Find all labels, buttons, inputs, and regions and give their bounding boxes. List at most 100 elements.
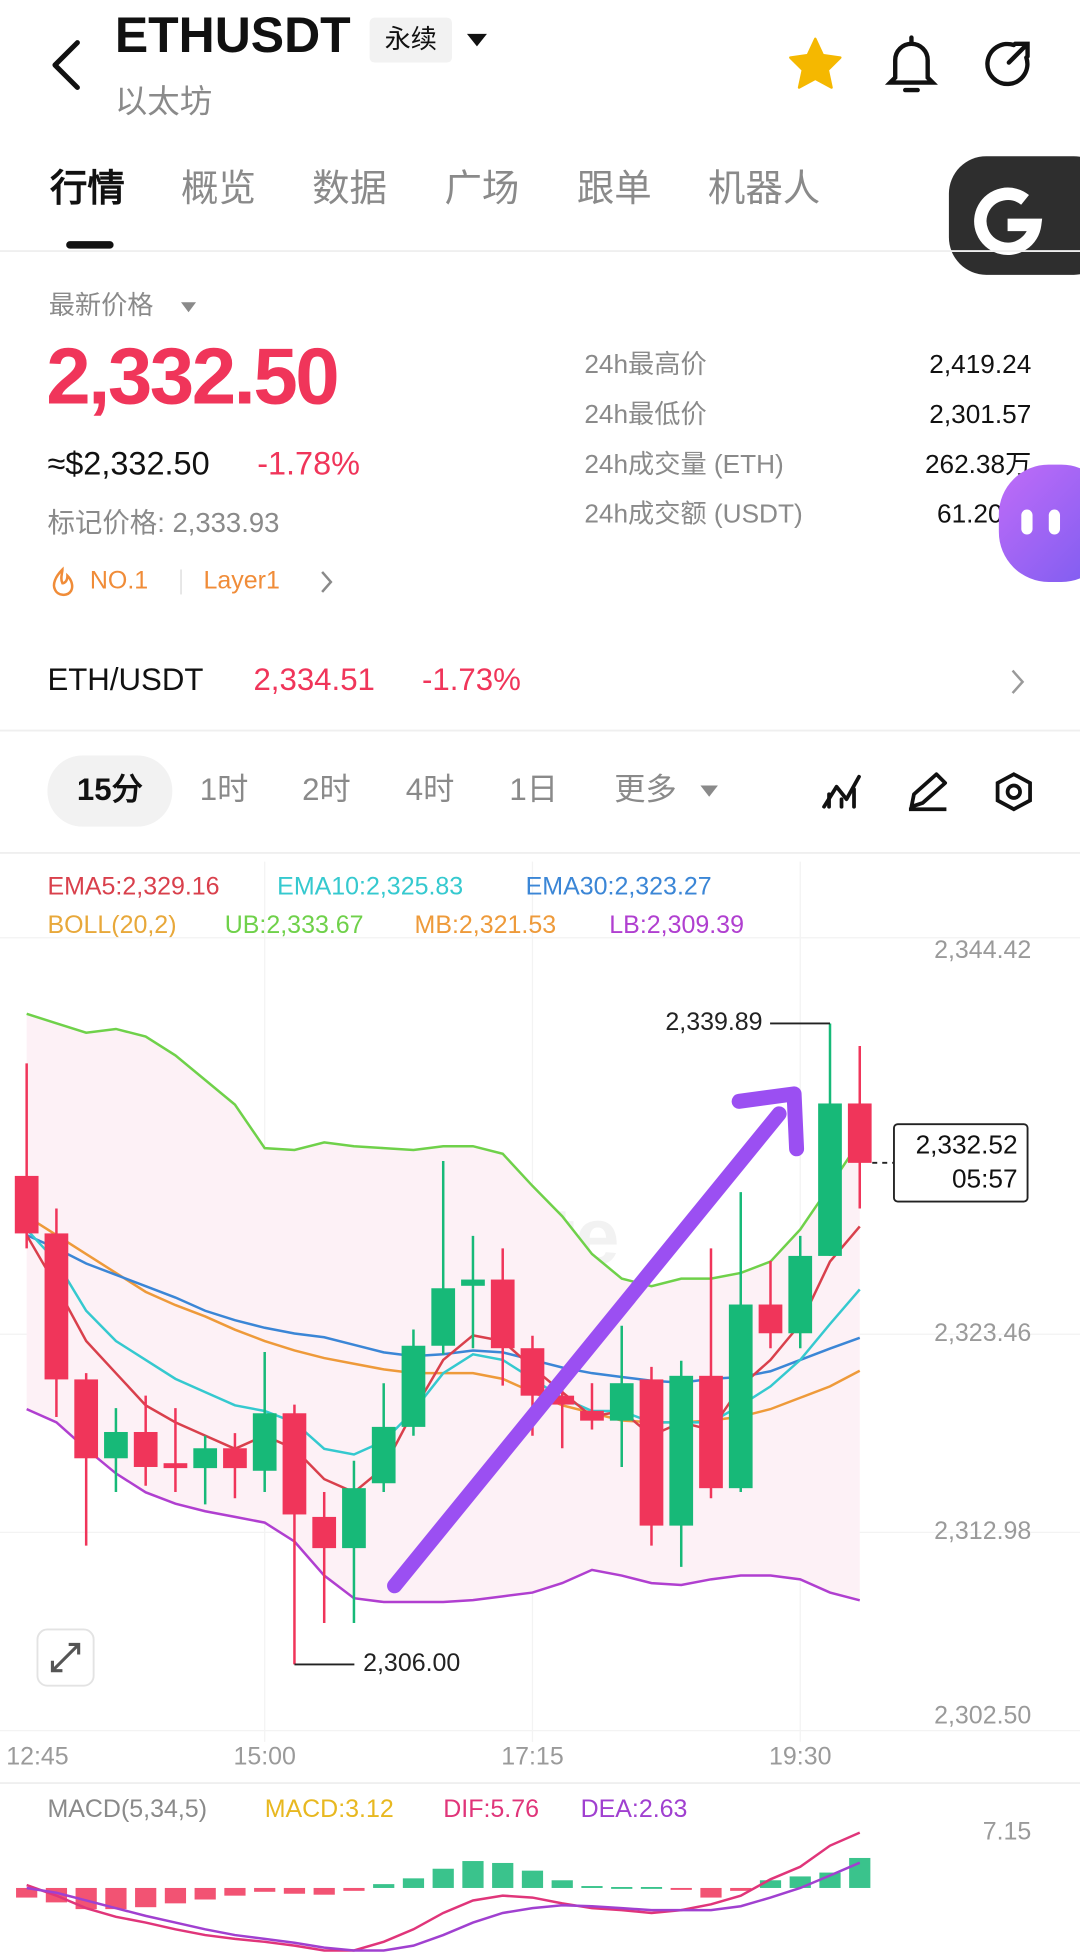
- share-button[interactable]: [985, 41, 1030, 87]
- candle-body: [104, 1431, 128, 1459]
- candle-body: [669, 1375, 694, 1526]
- stat-label: 24h成交量 (ETH): [584, 449, 783, 479]
- macd-bar: [640, 1887, 663, 1889]
- macd-tick-label: 7.15: [983, 1818, 1032, 1846]
- candle-body: [223, 1448, 247, 1469]
- stats: 24h最高价 2,419.24 24h最低价 2,301.57 24h成交量 (…: [584, 349, 1031, 529]
- price-change: -1.78%: [257, 445, 360, 481]
- macd-bar: [759, 1880, 782, 1888]
- dropdown-icon[interactable]: [466, 33, 487, 47]
- dropdown-icon[interactable]: [181, 302, 197, 313]
- gate-floating-button[interactable]: [948, 156, 1080, 275]
- stat-value: 2,301.57: [929, 399, 1031, 429]
- candle-body: [44, 1233, 69, 1380]
- candle-body: [252, 1413, 277, 1471]
- candle-body: [728, 1304, 753, 1489]
- macd-bar: [135, 1887, 157, 1908]
- tab-indicator: [66, 241, 114, 249]
- candle-body: [490, 1279, 515, 1349]
- macd-bar: [611, 1887, 633, 1889]
- interval-selected[interactable]: [47, 755, 173, 827]
- candle-body: [639, 1379, 664, 1526]
- rank-tag[interactable]: NO.1: [90, 567, 148, 595]
- candle-body: [609, 1383, 634, 1421]
- legend-entry: UB:2,333.67: [225, 911, 364, 939]
- macd-label: MACD(5,34,5): [47, 1795, 207, 1823]
- interval[interactable]: 更多: [614, 772, 676, 807]
- tab[interactable]: 跟单: [577, 167, 652, 209]
- candle-body: [520, 1348, 545, 1396]
- stat-label: 24h最低价: [584, 399, 706, 429]
- macd-bar: [402, 1878, 425, 1888]
- macd-bar: [492, 1862, 514, 1888]
- alert-bell[interactable]: [884, 35, 938, 93]
- indicator-line: [26, 1407, 861, 1604]
- candle-body: [74, 1379, 99, 1459]
- macd-legend-entry: MACD:3.12: [265, 1795, 394, 1823]
- tab[interactable]: 数据: [312, 167, 387, 209]
- interval[interactable]: 2时: [302, 772, 351, 807]
- last-price-label: 2,332.52: [916, 1130, 1018, 1160]
- legend-entry: EMA5:2,329.16: [47, 872, 219, 900]
- candle-body: [371, 1426, 396, 1484]
- symbol: ETHUSDT: [115, 7, 351, 63]
- last-price-box: [893, 1123, 1029, 1203]
- macd-bar: [789, 1876, 811, 1888]
- macd-bar: [670, 1887, 692, 1890]
- legend-entry: LB:2,309.39: [609, 911, 744, 939]
- y-tick-label: 2,302.50: [934, 1701, 1031, 1729]
- coin-name: 以太坊: [115, 83, 212, 119]
- tab[interactable]: 行情: [50, 167, 125, 209]
- macd-bar: [581, 1886, 603, 1888]
- countdown-label: 05:57: [952, 1163, 1018, 1193]
- macd-bar: [283, 1887, 306, 1894]
- interval[interactable]: 15分: [77, 772, 143, 807]
- macd-bar: [462, 1861, 484, 1888]
- y-tick-label: 2,344.42: [934, 936, 1031, 964]
- candle-body: [163, 1463, 188, 1469]
- mark-price: 标记价格: 2,333.93: [47, 507, 279, 538]
- macd-legend-entry: DIF:5.76: [443, 1795, 539, 1823]
- spot-pair[interactable]: ETH/USDT: [47, 662, 203, 697]
- assistant-floating-button[interactable]: [998, 464, 1080, 582]
- tab[interactable]: 概览: [181, 167, 256, 209]
- stat-value: 2,419.24: [929, 349, 1031, 379]
- assistant-eye: [1021, 509, 1033, 535]
- candle-body: [193, 1448, 218, 1469]
- spot-price: 2,334.51: [253, 662, 374, 697]
- interval[interactable]: 4时: [406, 772, 455, 807]
- stat-value: 61.20: [937, 499, 1003, 529]
- assistant-eye: [1048, 509, 1061, 535]
- macd-bar: [194, 1887, 216, 1900]
- candle-body: [312, 1516, 337, 1549]
- macd-bar: [313, 1887, 335, 1895]
- draw-button[interactable]: [908, 772, 948, 812]
- interval[interactable]: 1日: [509, 772, 558, 807]
- back-button[interactable]: [52, 40, 80, 91]
- stat-label: 24h成交额 (USDT): [584, 499, 802, 529]
- settings-button[interactable]: [995, 772, 1032, 812]
- indicator-button[interactable]: [822, 774, 861, 809]
- chevron[interactable]: [1011, 669, 1025, 694]
- macd-bar: [16, 1887, 38, 1898]
- interval[interactable]: 1时: [200, 772, 249, 807]
- macd-bar: [551, 1880, 573, 1888]
- x-tick-label: 15:00: [233, 1743, 295, 1771]
- macd-bar: [105, 1887, 127, 1910]
- y-tick-label: 2,323.46: [934, 1319, 1031, 1347]
- macd-line: [26, 1861, 861, 1952]
- last-price: 2,332.50: [46, 331, 337, 420]
- candle-body: [461, 1279, 485, 1286]
- contract-badge[interactable]: [369, 17, 452, 63]
- tab[interactable]: 广场: [444, 167, 519, 209]
- macd-bar: [432, 1868, 454, 1888]
- kline-chart: Gate2,344.422,323.462,312.982,302.5012:4…: [0, 861, 1080, 1952]
- dropdown-icon[interactable]: [700, 785, 718, 797]
- legend-entry: MB:2,321.53: [415, 911, 557, 939]
- tab[interactable]: 机器人: [708, 167, 820, 209]
- favorite-star[interactable]: [789, 37, 842, 89]
- sector-tag[interactable]: Layer1: [204, 567, 280, 595]
